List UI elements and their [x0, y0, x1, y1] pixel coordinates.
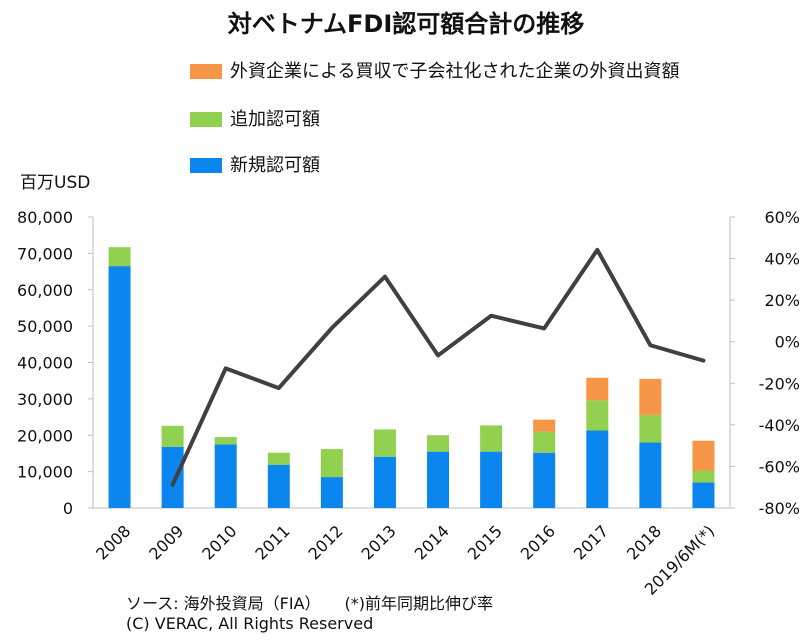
y-tick-label: 30,000 [17, 390, 73, 409]
bar-0 [639, 442, 662, 508]
legend-swatch-acquisition [190, 64, 222, 79]
x-tick-label: 2011 [251, 521, 293, 563]
legend-label-new: 新規認可額 [230, 155, 320, 176]
source-note: ソース: 海外投資局（FIA） (*)前年同期比伸び率 [126, 594, 494, 613]
bar-1 [586, 400, 609, 431]
y2-tick-label: 40% [764, 250, 800, 269]
bar-0 [108, 266, 131, 508]
bar-1 [639, 414, 662, 443]
x-tick-label: 2009 [145, 521, 187, 563]
y-tick-label: 0 [63, 499, 73, 518]
legend-label-additional: 追加認可額 [230, 109, 320, 130]
x-tick-label: 2014 [411, 521, 453, 563]
bar-2 [639, 378, 662, 415]
y-tick-label: 50,000 [17, 317, 73, 336]
bar-1 [320, 449, 343, 478]
bar-1 [108, 247, 131, 267]
y-tick-label: 20,000 [17, 426, 73, 445]
bar-0 [320, 477, 343, 508]
bar-0 [533, 452, 556, 508]
legend-item-additional: 追加認可額 [190, 108, 730, 131]
legend-swatch-additional [190, 112, 222, 127]
legend-swatch-new [190, 158, 222, 173]
bar-2 [533, 419, 556, 432]
x-tick-label: 2012 [304, 521, 346, 563]
legend-label-acquisition: 外資企業による買収で子会社化された企業の外資出資額 [230, 61, 680, 82]
x-tick-label: 2015 [464, 521, 506, 563]
chart-title: 対ベトナムFDI認可額合計の推移 [227, 10, 585, 38]
y2-tick-label: 60% [764, 208, 800, 227]
y-tick-label: 60,000 [17, 281, 73, 300]
y2-tick-label: -80% [759, 499, 800, 518]
x-tick-label: 2017 [570, 521, 612, 563]
legend-item-acquisition: 外資企業による買収で子会社化された企業の外資出資額 [190, 60, 730, 83]
bar-1 [214, 437, 237, 445]
bar-1 [480, 425, 503, 452]
bar-1 [373, 429, 396, 457]
x-tick-label: 2018 [623, 521, 665, 563]
bar-0 [692, 482, 715, 508]
y-tick-label: 70,000 [17, 244, 73, 263]
y2-tick-label: 0% [775, 333, 800, 352]
copyright-note: (C) VERAC, All Rights Reserved [126, 614, 374, 633]
y-axis-unit-label: 百万USD [20, 173, 91, 193]
bar-0 [267, 464, 290, 508]
y-tick-label: 40,000 [17, 354, 73, 373]
bar-1 [267, 452, 290, 465]
bar-2 [692, 440, 715, 471]
growth-rate-line [170, 247, 706, 487]
y2-tick-label: -60% [759, 457, 800, 476]
x-tick-label: 2010 [198, 521, 240, 563]
bar-1 [427, 435, 450, 452]
bar-0 [373, 456, 396, 508]
bar-0 [586, 430, 609, 508]
bar-1 [533, 431, 556, 453]
bar-0 [214, 444, 237, 508]
legend-item-new: 新規認可額 [190, 154, 730, 177]
bar-0 [161, 446, 184, 508]
x-tick-label: 2013 [358, 521, 400, 563]
y-tick-label: 80,000 [17, 208, 73, 227]
x-tick-label: 2016 [517, 521, 559, 563]
y2-tick-label: -40% [759, 416, 800, 435]
bar-1 [692, 470, 715, 483]
bar-0 [427, 451, 450, 508]
y-tick-label: 10,000 [17, 463, 73, 482]
bar-0 [480, 451, 503, 508]
bar-1 [161, 425, 184, 447]
x-tick-label: 2008 [92, 521, 134, 563]
bar-2 [586, 377, 609, 401]
y2-tick-label: 20% [764, 291, 800, 310]
y2-tick-label: -20% [759, 374, 800, 393]
